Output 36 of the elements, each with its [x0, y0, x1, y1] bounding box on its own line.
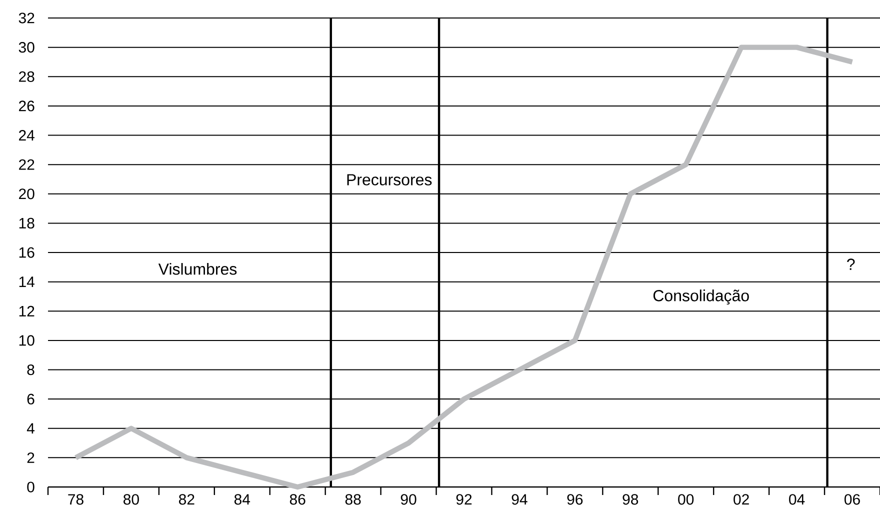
y-tick-label: 18 [19, 218, 34, 229]
x-tick-label: 92 [456, 494, 472, 505]
x-tick-label: 90 [400, 494, 416, 505]
x-tick-label: 06 [844, 494, 860, 505]
y-tick-label: 30 [18, 42, 34, 53]
y-tick-label: 0 [27, 482, 34, 492]
y-tick-label: 12 [19, 306, 34, 316]
y-tick-label: 28 [19, 71, 34, 82]
x-tick-label: 96 [567, 494, 583, 505]
x-tick-label: 86 [290, 494, 306, 505]
y-tick-label: 8 [27, 364, 34, 376]
annotation: Vislumbres [158, 263, 237, 275]
y-tick-label: 4 [26, 423, 34, 434]
y-tick-label: 32 [18, 12, 34, 24]
x-tick-label: 84 [234, 494, 250, 505]
y-tick-label: 2 [27, 452, 34, 463]
y-tick-label: 26 [19, 100, 34, 112]
x-tick-label: 02 [734, 494, 749, 505]
x-tick-label: 88 [345, 494, 361, 505]
x-tick-label: 04 [789, 494, 805, 505]
annotation: ? [847, 258, 855, 270]
y-tick-label: 16 [19, 247, 34, 258]
x-tick-label: 94 [512, 494, 528, 505]
x-tick-label: 98 [622, 494, 638, 505]
y-tick-label: 24 [19, 130, 34, 140]
x-tick-label: 82 [178, 494, 194, 505]
x-tick-label: 80 [124, 494, 139, 505]
y-tick-label: 20 [19, 188, 34, 200]
y-tick-label: 10 [19, 335, 34, 346]
x-tick-label: 00 [678, 494, 694, 505]
y-tick-label: 22 [19, 159, 34, 170]
annotation: Precursores [347, 174, 432, 186]
annotation: Consolidação [653, 290, 749, 305]
x-tick-label: 78 [68, 494, 84, 505]
y-tick-label: 6 [27, 394, 34, 404]
y-tick-label: 14 [19, 276, 34, 287]
